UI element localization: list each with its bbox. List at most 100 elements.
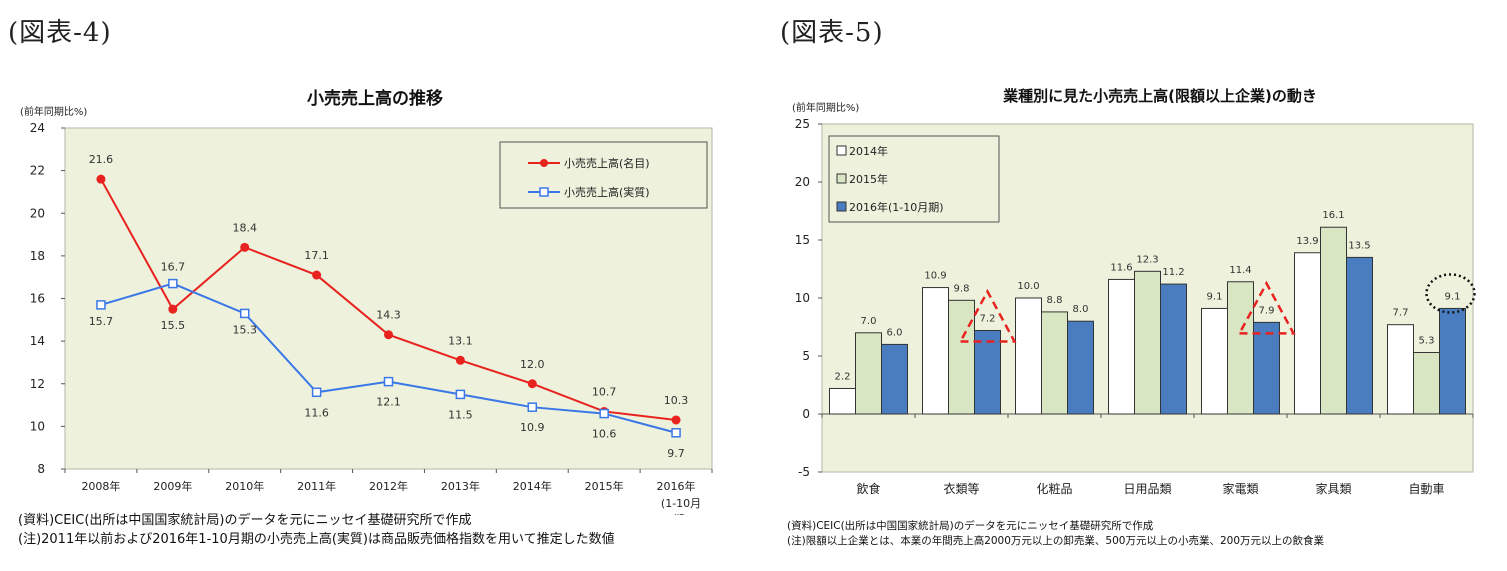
series-point bbox=[312, 270, 322, 280]
highlight-triangle bbox=[958, 288, 1017, 343]
y-tick-label: 5 bbox=[802, 349, 810, 363]
data-label: 7.7 bbox=[1393, 308, 1409, 319]
x-tick-label: 2013年 bbox=[441, 479, 480, 493]
series-point bbox=[240, 242, 250, 252]
y-tick-label: 15 bbox=[795, 233, 810, 247]
y-tick-label: 0 bbox=[802, 407, 810, 421]
bar bbox=[855, 332, 882, 415]
right-annotation-note: (注)限額以上企業とは、本業の年間売上高2000万元以上の卸売業、500万元以上… bbox=[787, 535, 1324, 547]
y-tick-label: 10 bbox=[795, 291, 810, 305]
data-label: 11.6 bbox=[1110, 262, 1132, 273]
series-point bbox=[599, 408, 609, 419]
x-tick-label: 2014年 bbox=[513, 479, 552, 493]
x-tick-label: 衣類等 bbox=[943, 481, 979, 496]
series-point bbox=[455, 355, 465, 365]
line-chart-retail-sales: 小売売上高の推移 (前年同期比%) 8 10 12 14 16 18 20 22 24 2008年 20… bbox=[20, 88, 713, 515]
series-point bbox=[455, 389, 466, 400]
x-tick-label: 自動車 bbox=[1408, 482, 1444, 496]
data-label: 16.7 bbox=[161, 261, 186, 274]
y-tick-label: 16 bbox=[30, 292, 45, 306]
bar bbox=[1413, 352, 1440, 415]
bar-chart-retail-by-industry: 業種別に見た小売売上高(限額以上企業)の動き (前年同期比%) -5 0 5 10 15 20… bbox=[792, 87, 1476, 496]
series-point bbox=[96, 300, 106, 310]
data-label: 7.9 bbox=[1259, 305, 1275, 316]
data-label: 10.7 bbox=[592, 385, 617, 398]
y-tick-label: -5 bbox=[798, 465, 810, 479]
data-label: 15.5 bbox=[161, 319, 186, 332]
data-label: 11.6 bbox=[304, 406, 329, 419]
x-tick-label: 家電類 bbox=[1222, 481, 1258, 496]
x-tick-label: 2010年 bbox=[225, 479, 264, 493]
data-label: 6.0 bbox=[887, 327, 903, 338]
x-tick-label: 2009年 bbox=[153, 479, 192, 493]
data-label: 8.8 bbox=[1047, 295, 1063, 306]
figure-5-label: (図表-5) bbox=[780, 18, 884, 48]
bar bbox=[1108, 278, 1135, 415]
legend-marker bbox=[539, 187, 549, 197]
bar bbox=[1160, 283, 1187, 415]
data-label: 11.2 bbox=[1162, 267, 1184, 278]
y-tick-label: 24 bbox=[30, 121, 45, 135]
bar bbox=[1253, 321, 1280, 415]
data-label: 18.4 bbox=[232, 221, 257, 234]
series-point bbox=[527, 379, 537, 389]
y-tick-label: 22 bbox=[30, 164, 45, 178]
data-label: 13.5 bbox=[1348, 240, 1370, 251]
data-label: 7.0 bbox=[861, 316, 877, 327]
series-point bbox=[383, 376, 394, 387]
series-point bbox=[384, 330, 393, 340]
right-source-note: (資料)CEIC(出所は中国国家統計局)のデータを元にニッセイ基礎研究所で作成 bbox=[787, 520, 1154, 532]
data-label: 13.1 bbox=[448, 334, 473, 347]
chart-title: 業種別に見た小売売上高(限額以上企業)の動き bbox=[1002, 87, 1317, 105]
data-label: 16.1 bbox=[1322, 210, 1344, 221]
data-label: 10.9 bbox=[520, 421, 545, 434]
bar bbox=[1201, 307, 1228, 415]
legend-swatch bbox=[836, 173, 847, 184]
legend-label: 小売売上高(実質) bbox=[564, 185, 650, 199]
series-point bbox=[96, 174, 106, 184]
series-point bbox=[527, 402, 538, 412]
left-annotation-note: (注)2011年以前および2016年1-10月期の小売売上高(実質)は商品販売価… bbox=[18, 532, 615, 547]
data-label: 15.3 bbox=[232, 323, 257, 336]
data-label: 10.0 bbox=[1017, 281, 1039, 292]
bar bbox=[1320, 226, 1347, 415]
bar bbox=[1387, 324, 1414, 415]
bar bbox=[922, 287, 949, 415]
y-tick-label: 10 bbox=[30, 419, 45, 433]
series-point bbox=[671, 415, 681, 425]
bar bbox=[1134, 270, 1161, 415]
x-tick-sublabel: 期) bbox=[673, 513, 688, 515]
y-tick-label: 8 bbox=[37, 462, 45, 476]
data-label: 12.3 bbox=[1136, 254, 1158, 265]
data-label: 12.1 bbox=[376, 396, 401, 409]
legend-box bbox=[499, 141, 708, 209]
data-label: 10.3 bbox=[664, 394, 689, 407]
data-label: 10.6 bbox=[592, 428, 617, 441]
bar bbox=[1015, 297, 1042, 415]
bar bbox=[974, 329, 1001, 415]
data-label: 17.1 bbox=[304, 249, 329, 262]
data-label: 21.6 bbox=[89, 153, 114, 166]
bar bbox=[948, 299, 975, 415]
bar bbox=[1346, 256, 1373, 415]
x-tick-label: 2008年 bbox=[81, 479, 120, 493]
x-tick-label: 日用品類 bbox=[1123, 482, 1171, 496]
data-label: 2.2 bbox=[835, 371, 851, 382]
bar bbox=[1294, 252, 1321, 415]
data-label: 14.3 bbox=[376, 309, 401, 322]
data-label: 10.9 bbox=[924, 271, 946, 282]
data-label: 11.5 bbox=[448, 408, 473, 421]
x-tick-label: 化粧品 bbox=[1036, 482, 1072, 496]
bar bbox=[1439, 307, 1466, 415]
data-label: 8.0 bbox=[1073, 304, 1089, 315]
y-axis-unit-label: (前年同期比%) bbox=[20, 105, 87, 118]
highlight-triangle bbox=[1237, 280, 1296, 335]
data-label: 9.1 bbox=[1445, 291, 1461, 302]
y-tick-label: 20 bbox=[795, 175, 810, 189]
data-label: 9.8 bbox=[954, 283, 970, 294]
data-label: 5.3 bbox=[1419, 336, 1435, 347]
data-label: 11.4 bbox=[1229, 265, 1251, 276]
figure-4-label: (図表-4) bbox=[8, 18, 112, 48]
legend-label: 2014年 bbox=[849, 144, 888, 158]
data-label: 9.1 bbox=[1207, 291, 1223, 302]
